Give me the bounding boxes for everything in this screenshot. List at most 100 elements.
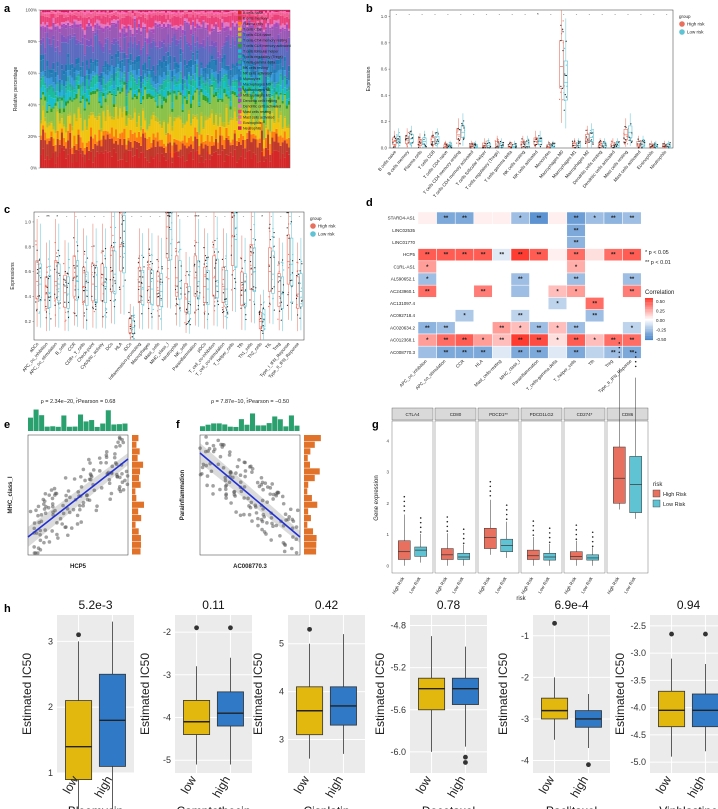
- stack-segment: [246, 11, 249, 13]
- stack-segment: [65, 81, 68, 86]
- stack-segment: [104, 130, 107, 140]
- stack-segment: [179, 24, 182, 26]
- stack-segment: [233, 26, 236, 31]
- stack-segment: [277, 118, 280, 123]
- stack-segment: [204, 80, 207, 84]
- stack-segment: [235, 66, 239, 75]
- heat-cell: [510, 297, 530, 310]
- stack-segment: [219, 70, 222, 73]
- stack-segment: [215, 151, 218, 168]
- stack-segment: [265, 158, 268, 168]
- significance-mark: -: [103, 214, 105, 219]
- stack-segment: [146, 138, 149, 150]
- data-point: [130, 317, 132, 319]
- stack-segment: [267, 10, 270, 12]
- data-point: [254, 239, 257, 241]
- data-point: [291, 272, 293, 274]
- stack-segment: [100, 12, 103, 15]
- stack-segment: [154, 11, 157, 13]
- significance-mark: -: [486, 12, 488, 17]
- stack-segment: [71, 24, 74, 29]
- data-point: [79, 520, 84, 524]
- data-point: [222, 309, 224, 311]
- stack-segment: [100, 85, 103, 92]
- sig-note: * p < 0.05: [645, 250, 669, 256]
- stack-segment: [262, 10, 266, 12]
- stack-segment: [52, 62, 55, 70]
- stack-segment: [142, 47, 145, 65]
- stack-segment: [90, 63, 93, 74]
- stack-segment: [281, 23, 284, 28]
- data-point: [268, 296, 270, 298]
- stack-segment: [148, 126, 151, 138]
- heat-cell: [603, 236, 623, 249]
- box: [268, 247, 272, 292]
- data-point: [462, 122, 464, 124]
- stack-segment: [204, 144, 207, 160]
- stack-segment: [212, 94, 216, 98]
- stack-segment: [117, 90, 120, 116]
- stack-segment: [90, 58, 93, 64]
- data-point: [97, 469, 102, 473]
- stack-segment: [206, 151, 209, 168]
- data-point: [215, 280, 217, 283]
- stack-segment: [137, 113, 141, 117]
- marginal-hist-bar: [132, 481, 141, 488]
- stack-segment: [196, 14, 199, 20]
- stack-segment: [73, 33, 76, 37]
- stack-segment: [181, 52, 184, 79]
- stack-segment: [98, 40, 101, 46]
- stack-segment: [217, 80, 220, 84]
- stack-segment: [231, 11, 234, 12]
- data-point: [628, 135, 630, 137]
- data-point: [91, 274, 93, 276]
- data-point: [638, 140, 640, 142]
- stack-segment: [175, 118, 178, 140]
- data-point: [186, 284, 188, 286]
- stack-segment: [175, 151, 178, 168]
- stack-segment: [98, 45, 101, 76]
- stack-segment: [71, 12, 74, 14]
- stack-segment: [185, 10, 189, 12]
- stack-segment: [94, 28, 97, 33]
- stack-segment: [62, 126, 66, 138]
- stack-segment: [229, 101, 232, 107]
- colorbar-step: [645, 326, 653, 328]
- stack-segment: [221, 89, 224, 100]
- stack-segment: [227, 28, 230, 35]
- data-point: [140, 281, 142, 284]
- data-point: [418, 136, 420, 138]
- stack-segment: [137, 40, 141, 45]
- stack-segment: [240, 108, 243, 112]
- data-point: [393, 144, 396, 146]
- stack-segment: [154, 84, 157, 89]
- stack-segment: [110, 119, 114, 128]
- stack-segment: [285, 51, 289, 78]
- data-point: [198, 266, 200, 268]
- stack-segment: [52, 91, 55, 99]
- stack-segment: [252, 86, 255, 92]
- stack-segment: [202, 127, 205, 130]
- stack-segment: [279, 115, 282, 136]
- data-point: [58, 303, 60, 305]
- data-point: [139, 276, 141, 278]
- data-point: [497, 142, 500, 144]
- stack-segment: [44, 24, 47, 28]
- stack-segment: [177, 29, 180, 41]
- stack-segment: [94, 76, 97, 85]
- stack-segment: [135, 44, 139, 50]
- data-point: [431, 142, 433, 144]
- stack-segment: [98, 89, 101, 92]
- stack-segment: [252, 93, 255, 116]
- stack-segment: [215, 71, 218, 80]
- data-point: [105, 312, 108, 314]
- stack-segment: [219, 18, 222, 31]
- stack-segment: [206, 11, 209, 13]
- box: [150, 270, 154, 305]
- stack-segment: [87, 46, 91, 69]
- stack-segment: [150, 11, 153, 14]
- cell-star: *: [426, 277, 429, 283]
- data-point: [394, 137, 397, 140]
- data-point: [521, 141, 523, 143]
- stack-segment: [262, 156, 266, 162]
